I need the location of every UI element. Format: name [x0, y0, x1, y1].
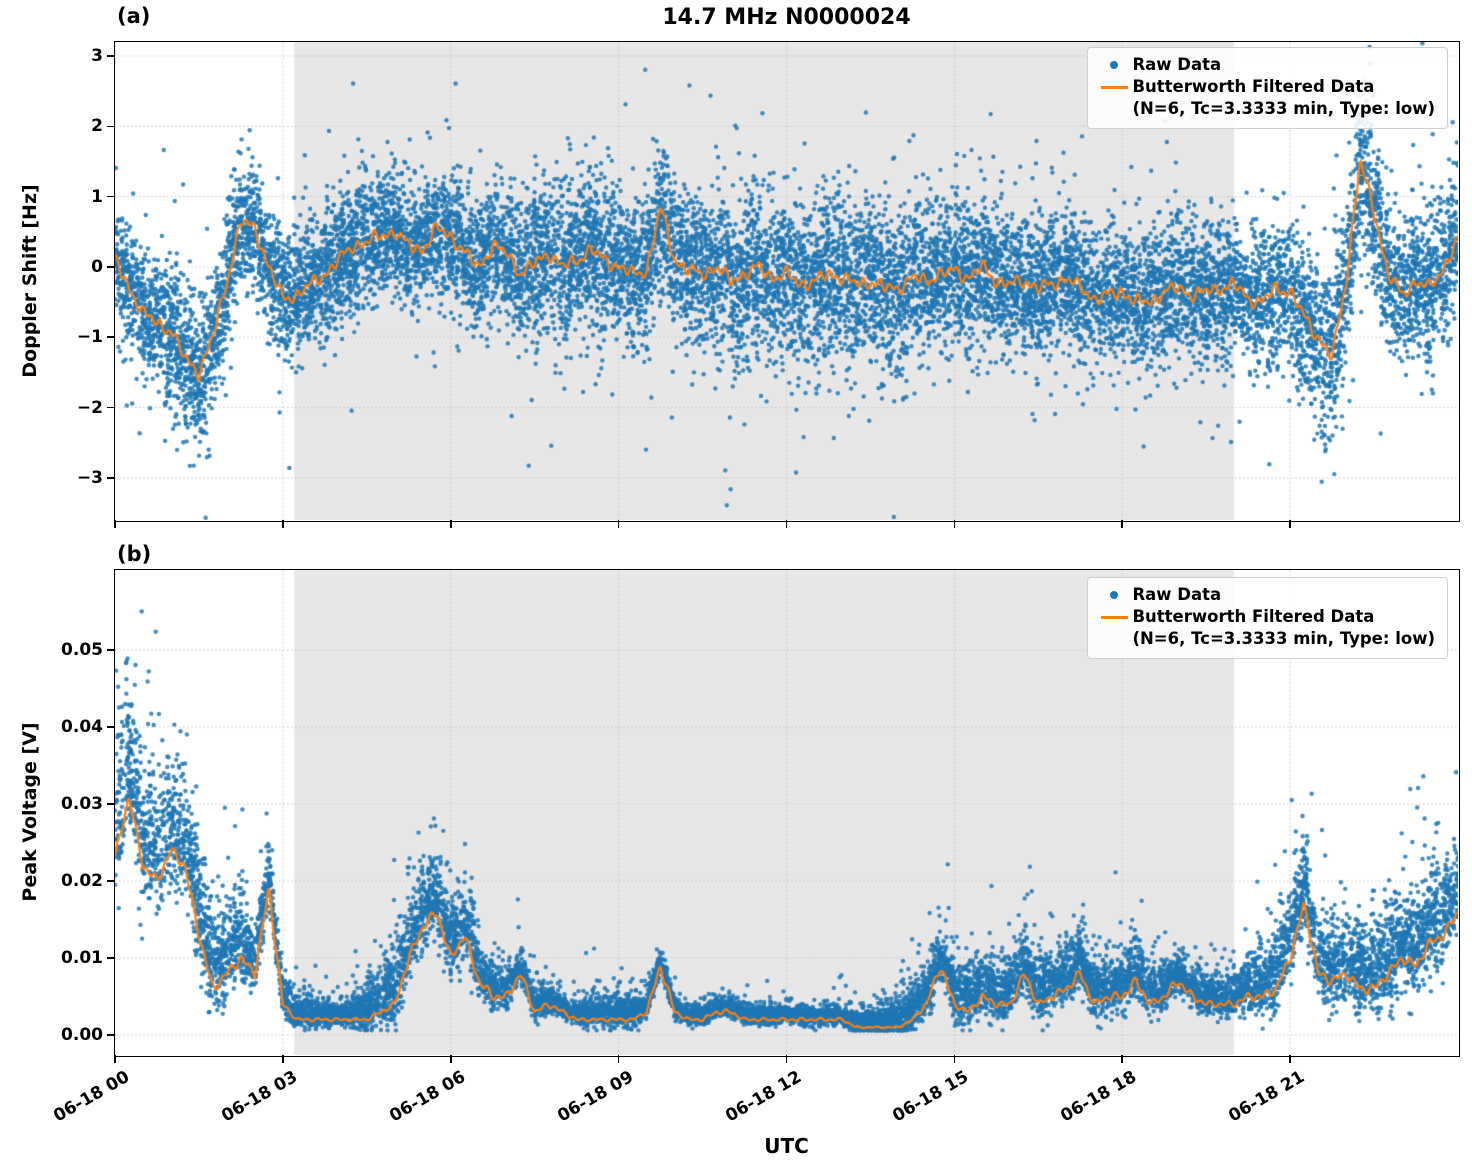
- y-tick-label: 0.03: [61, 794, 103, 815]
- x-tick-label: 06-18 00: [50, 1067, 133, 1127]
- legend-raw-marker-cell: [1096, 54, 1132, 69]
- x-tick-mark: [1289, 1055, 1291, 1063]
- legend-filtered-row: Butterworth Filtered Data (N=6, Tc=3.333…: [1096, 606, 1435, 650]
- y-tick-label: 0.01: [61, 948, 103, 968]
- x-tick-mark: [449, 520, 452, 528]
- y-tick-mark: [107, 406, 115, 409]
- x-tick-mark: [449, 1055, 452, 1063]
- y-tick-mark: [107, 957, 115, 959]
- y-tick-mark: [107, 803, 115, 805]
- legend-raw-label: Raw Data: [1132, 55, 1222, 74]
- legend-filtered-sublabel: (N=6, Tc=3.3333 min, Type: low): [1132, 99, 1435, 118]
- y-tick-label: 0.04: [61, 717, 103, 738]
- legend-filtered-sublabel: (N=6, Tc=3.3333 min, Type: low): [1132, 629, 1435, 648]
- y-tick-label: −3: [76, 467, 103, 488]
- legend-raw-row: Raw Data: [1096, 584, 1435, 606]
- raw-data-marker-icon: [1110, 61, 1119, 69]
- x-tick-label: 06-18 03: [218, 1067, 301, 1127]
- x-tick-mark: [617, 1055, 620, 1063]
- x-tick-label: 06-18 09: [553, 1067, 637, 1127]
- legend-raw-label: Raw Data: [1132, 585, 1222, 604]
- legend-filtered-label: Butterworth Filtered Data: [1132, 607, 1375, 626]
- x-tick-label: 06-18 18: [1057, 1067, 1141, 1127]
- y-tick-mark: [107, 125, 115, 128]
- legend-filtered-text: Butterworth Filtered Data (N=6, Tc=3.333…: [1132, 606, 1435, 650]
- y-tick-mark: [107, 880, 115, 882]
- y-tick-mark: [107, 266, 115, 268]
- panel-a-tag: (a): [117, 4, 151, 28]
- x-tick-label: 06-18 06: [386, 1067, 469, 1127]
- y-tick-label: 3: [91, 46, 103, 67]
- y-tick-label: 0.05: [61, 640, 103, 661]
- y-tick-label: −1: [76, 327, 103, 348]
- x-tick-label: 06-18 12: [721, 1067, 805, 1127]
- legend-filtered-text: Butterworth Filtered Data (N=6, Tc=3.333…: [1132, 76, 1435, 120]
- y-tick-mark: [107, 55, 115, 57]
- y-tick-mark: [107, 649, 115, 651]
- legend-filtered-label: Butterworth Filtered Data: [1132, 77, 1375, 96]
- legend-filtered-marker-cell: [1096, 606, 1132, 619]
- legend-b: Raw Data Butterworth Filtered Data (N=6,…: [1087, 577, 1448, 659]
- x-tick-mark: [953, 520, 956, 528]
- x-tick-label: 06-18 15: [889, 1067, 973, 1127]
- x-tick-mark: [953, 1055, 956, 1063]
- x-axis-label: UTC: [764, 1134, 809, 1158]
- filtered-line-marker-icon: [1100, 86, 1128, 89]
- x-tick-mark: [114, 520, 116, 528]
- raw-data-marker-icon: [1110, 591, 1119, 599]
- x-tick-mark: [1289, 520, 1291, 528]
- legend-filtered-row: Butterworth Filtered Data (N=6, Tc=3.333…: [1096, 76, 1435, 120]
- y-tick-mark: [107, 477, 115, 479]
- legend-filtered-marker-cell: [1096, 76, 1132, 89]
- x-tick-mark: [114, 1055, 116, 1063]
- y-tick-mark: [107, 195, 115, 198]
- x-tick-mark: [1121, 1055, 1124, 1063]
- y-tick-label: 2: [91, 116, 103, 137]
- filtered-line-marker-icon: [1100, 616, 1128, 619]
- x-tick-mark: [785, 1055, 788, 1063]
- y-tick-label: 0: [91, 256, 103, 277]
- y-tick-mark: [107, 1034, 115, 1036]
- x-tick-mark: [785, 520, 788, 528]
- y-tick-mark: [107, 726, 115, 728]
- x-tick-label: 06-18 21: [1225, 1067, 1309, 1127]
- panel-b-tag: (b): [117, 542, 152, 566]
- chart-title: 14.7 MHz N0000024: [662, 5, 911, 30]
- y-tick-label: 0.00: [61, 1024, 103, 1045]
- y-tick-mark: [107, 336, 115, 339]
- legend-a: Raw Data Butterworth Filtered Data (N=6,…: [1087, 47, 1448, 129]
- legend-raw-marker-cell: [1096, 584, 1132, 599]
- x-tick-mark: [282, 520, 284, 528]
- y-tick-label: 0.02: [61, 871, 103, 892]
- x-tick-mark: [617, 520, 620, 528]
- y-tick-label: 1: [91, 186, 103, 207]
- y-tick-label: −2: [76, 397, 103, 418]
- legend-raw-row: Raw Data: [1096, 54, 1435, 76]
- x-tick-mark: [1121, 520, 1124, 528]
- x-tick-mark: [282, 1055, 284, 1063]
